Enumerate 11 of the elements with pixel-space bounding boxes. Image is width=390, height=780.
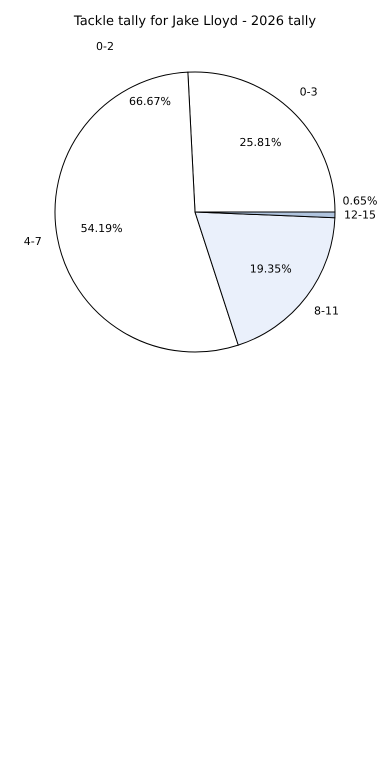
chart-title: Tackle tally for Jake Lloyd - 2026 tally xyxy=(72,14,316,29)
data-label: 25.81% xyxy=(239,136,282,150)
text: 0-2 xyxy=(96,40,114,53)
slice-label: 4-7 xyxy=(24,234,42,248)
text: 66.67% xyxy=(129,95,171,108)
slice-label: 8-11 xyxy=(314,304,339,318)
data-label: 0.65% xyxy=(342,194,378,208)
slice-label: 0-3 xyxy=(300,85,318,98)
slice-label: 12-15 xyxy=(344,208,376,222)
data-label: 19.35% xyxy=(250,262,292,276)
data-label: 54.19% xyxy=(80,222,123,236)
